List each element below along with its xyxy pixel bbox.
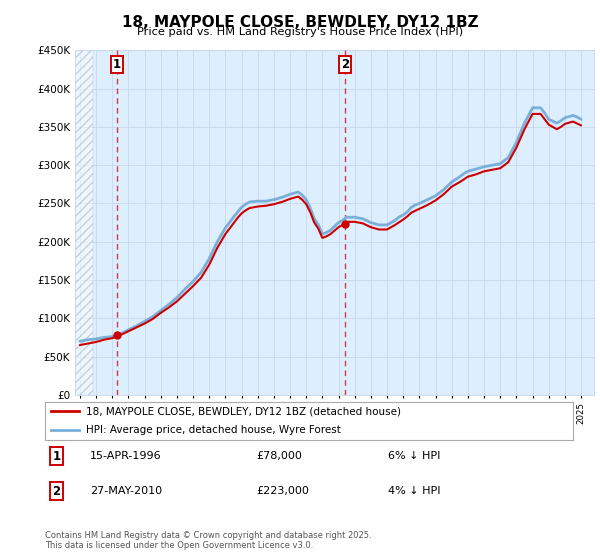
Text: 18, MAYPOLE CLOSE, BEWDLEY, DY12 1BZ (detached house): 18, MAYPOLE CLOSE, BEWDLEY, DY12 1BZ (de… — [86, 406, 401, 416]
Text: Contains HM Land Registry data © Crown copyright and database right 2025.
This d: Contains HM Land Registry data © Crown c… — [45, 531, 371, 550]
Text: 1: 1 — [53, 450, 61, 463]
Text: HPI: Average price, detached house, Wyre Forest: HPI: Average price, detached house, Wyre… — [86, 425, 341, 435]
Text: 6% ↓ HPI: 6% ↓ HPI — [388, 451, 440, 461]
Text: £223,000: £223,000 — [256, 487, 309, 496]
Text: 2: 2 — [341, 58, 349, 71]
Text: 2: 2 — [53, 485, 61, 498]
Text: 4% ↓ HPI: 4% ↓ HPI — [388, 487, 440, 496]
Text: 18, MAYPOLE CLOSE, BEWDLEY, DY12 1BZ: 18, MAYPOLE CLOSE, BEWDLEY, DY12 1BZ — [122, 15, 478, 30]
Text: Price paid vs. HM Land Registry's House Price Index (HPI): Price paid vs. HM Land Registry's House … — [137, 27, 463, 37]
Text: £78,000: £78,000 — [256, 451, 302, 461]
Text: 15-APR-1996: 15-APR-1996 — [90, 451, 161, 461]
Text: 27-MAY-2010: 27-MAY-2010 — [90, 487, 162, 496]
Text: 1: 1 — [113, 58, 121, 71]
Bar — [75, 50, 93, 395]
